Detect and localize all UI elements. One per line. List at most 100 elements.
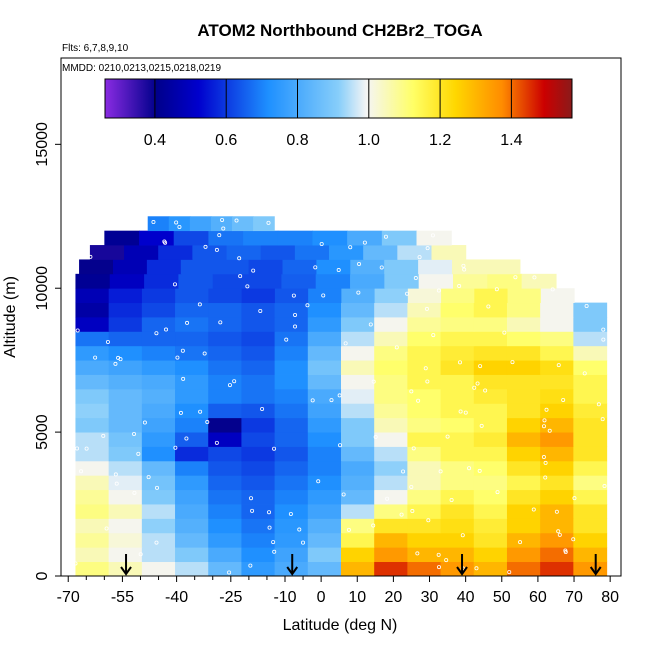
sample-marker (217, 233, 222, 238)
sample-marker (571, 537, 576, 542)
heatmap-cell (506, 317, 541, 332)
heatmap-cell (573, 489, 608, 505)
heatmap-cell (506, 446, 541, 462)
sample-marker (202, 351, 207, 356)
heatmap-cell (108, 432, 143, 447)
heatmap-cell (473, 561, 508, 576)
heatmap-cell (341, 417, 375, 433)
heatmap-cell (506, 331, 541, 347)
heatmap-cell (407, 374, 442, 390)
sample-marker (474, 566, 479, 571)
sample-marker (138, 552, 143, 557)
sample-marker (423, 366, 428, 371)
sample-marker (79, 469, 84, 474)
heatmap-cell (341, 403, 375, 419)
sample-marker (238, 274, 243, 279)
x-tick-label: -10 (273, 589, 296, 606)
x-tick-label: -70 (57, 589, 80, 606)
heatmap-cell (141, 532, 176, 548)
heatmap-cell (274, 288, 309, 304)
sample-marker (413, 276, 418, 281)
heatmap-cell (212, 273, 248, 289)
x-tick-label: 10 (348, 589, 366, 606)
heatmap-cell (75, 489, 110, 505)
heatmap-cell (374, 547, 408, 563)
heatmap-cell (440, 417, 475, 433)
heatmap-cell (208, 230, 244, 246)
heatmap-cell (440, 317, 475, 332)
heatmap-cell (175, 345, 209, 361)
heatmap-cell (341, 374, 375, 390)
sample-marker (173, 445, 178, 450)
sample-marker (502, 330, 507, 335)
heatmap-cell (108, 288, 143, 304)
colorbar-tick-label: 1.2 (429, 132, 451, 149)
sample-marker (214, 440, 219, 445)
heatmap-cell (440, 302, 475, 318)
sample-marker (373, 435, 378, 440)
heatmap-cell (241, 432, 276, 447)
heatmap-cell (108, 317, 143, 332)
heatmap-cell (158, 245, 193, 260)
heatmap-cell (440, 345, 475, 361)
heatmap-cell (307, 360, 342, 375)
x-tick-label: 60 (529, 589, 547, 606)
heatmap-cell (473, 504, 508, 519)
heatmap-cell (241, 504, 276, 519)
heatmap-cell (141, 374, 176, 390)
sample-marker (457, 360, 462, 365)
sample-marker (486, 304, 491, 309)
heatmap-cell (175, 460, 209, 476)
heatmap-cell (473, 532, 508, 548)
heatmap-cell (274, 446, 309, 462)
sample-marker (430, 233, 435, 238)
heatmap-cell (168, 216, 191, 232)
heatmap-cell (540, 302, 574, 318)
sample-marker (510, 360, 515, 365)
heatmap-cell (108, 360, 143, 375)
sample-marker (310, 398, 315, 403)
heatmap-cell (175, 446, 209, 462)
sample-marker (136, 451, 141, 456)
heatmap-cell (307, 489, 342, 505)
heatmap-cell (540, 460, 574, 476)
heatmap-cell (241, 446, 276, 462)
heatmap-cell (144, 273, 180, 289)
heatmap-cell (407, 288, 442, 304)
heatmap-cell (341, 518, 375, 534)
sample-marker (409, 484, 414, 489)
sample-marker (494, 287, 499, 292)
heatmap-cell (253, 216, 275, 232)
heatmap-cell (506, 518, 541, 534)
heatmap-cell (540, 547, 574, 563)
heatmap-cell (307, 302, 342, 318)
flight-arrow-head (456, 566, 468, 576)
heatmap-cell (521, 273, 557, 289)
heatmap-cell (248, 259, 284, 275)
sample-marker (93, 355, 98, 360)
heatmap-cell (75, 374, 110, 390)
sample-marker (218, 320, 223, 325)
heatmap-cell (141, 388, 176, 404)
sample-marker (237, 256, 242, 261)
sample-marker (385, 496, 390, 501)
heatmap-cell (274, 374, 309, 390)
heatmap-cell (440, 475, 475, 491)
heatmap-cell (374, 345, 408, 361)
heatmap-cell (175, 403, 209, 419)
sample-marker (541, 455, 546, 460)
heatmap-cell (75, 302, 110, 318)
heatmap-cell (384, 259, 419, 275)
sample-marker (458, 409, 463, 414)
heatmap-cell (274, 302, 309, 318)
heatmap-cell (350, 259, 385, 275)
x-tick-label: -25 (219, 589, 242, 606)
heatmap-cell (243, 230, 279, 246)
colorbar-tick-label: 0.6 (215, 132, 237, 149)
heatmap-cell (274, 331, 309, 347)
heatmap-cell (75, 331, 110, 347)
heatmap-cell (141, 288, 176, 304)
sample-marker (438, 469, 443, 474)
heatmap-cell (407, 317, 442, 332)
